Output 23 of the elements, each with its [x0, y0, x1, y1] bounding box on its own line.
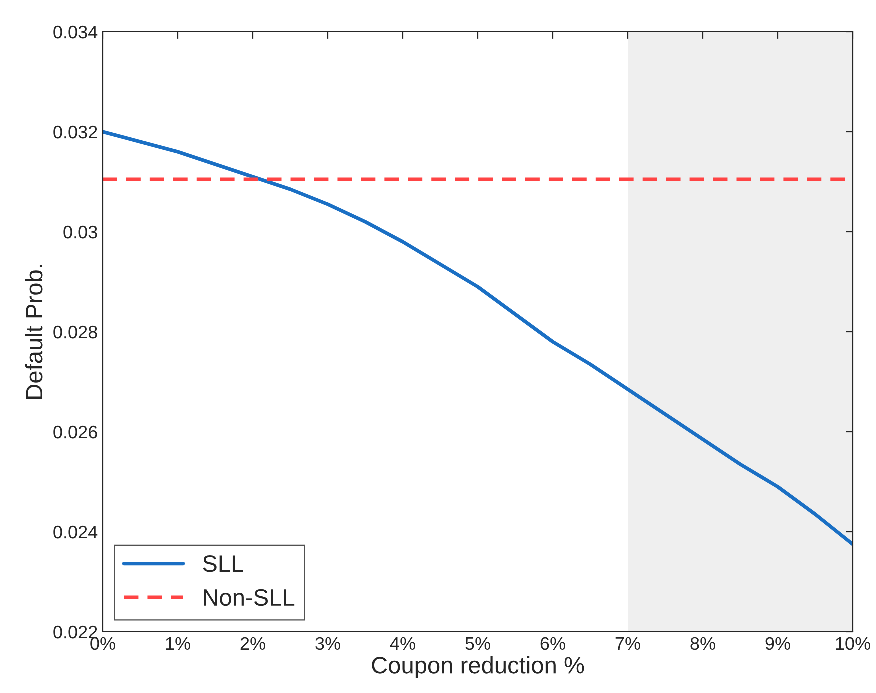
x-axis-title: Coupon reduction %: [372, 656, 584, 678]
x-tick-label: 2%: [240, 637, 266, 650]
y-tick-label: 0.03: [64, 226, 98, 239]
x-tick-label: 9%: [766, 637, 790, 650]
x-tick-label: 3%: [316, 637, 340, 650]
y-tick-label: 0.024: [54, 526, 98, 539]
x-tick-label: 6%: [540, 637, 566, 650]
x-tick-label: 0%: [90, 637, 116, 650]
x-tick-label: 5%: [466, 637, 490, 650]
x-tick-label: 8%: [690, 637, 716, 650]
y-axis-title: Default Prob.: [25, 265, 43, 399]
y-tick-label: 0.032: [54, 126, 98, 139]
y-tick-label: 0.034: [54, 26, 98, 39]
y-tick-label: 0.022: [54, 626, 98, 639]
x-tick-label: 1%: [166, 637, 190, 650]
line-series: [103, 130, 853, 546]
x-tick-label: 10%: [836, 637, 870, 650]
x-tick-label: 4%: [390, 637, 416, 650]
legend-label: Non-SLL: [204, 589, 295, 606]
x-tick-label: 7%: [616, 637, 640, 650]
y-tick-label: 0.026: [54, 426, 98, 439]
y-tick-label: 0.028: [54, 326, 98, 339]
legend-label: SLL: [203, 556, 244, 572]
